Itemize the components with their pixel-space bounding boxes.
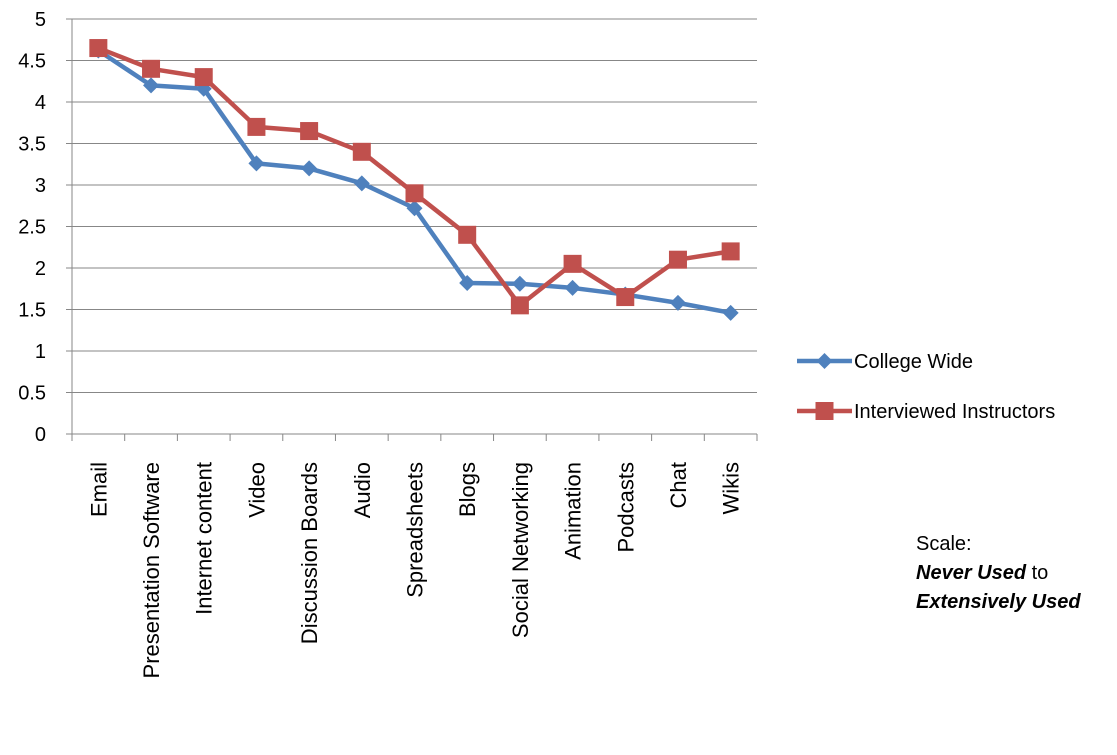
x-tick-label: Discussion Boards — [297, 462, 322, 644]
x-tick-label: Video — [244, 462, 269, 518]
data-point — [563, 254, 582, 273]
data-point — [353, 175, 370, 192]
legend-label: College Wide — [854, 351, 973, 373]
data-point — [405, 184, 424, 203]
legend-label: Interviewed Instructors — [854, 401, 1055, 423]
y-tick-label: 1 — [35, 341, 46, 363]
data-point — [248, 155, 265, 172]
data-point — [89, 39, 108, 58]
axes — [66, 18, 758, 441]
data-point — [721, 242, 740, 261]
data-point — [564, 279, 581, 296]
series-line — [97, 48, 732, 316]
data-point — [300, 122, 319, 141]
legend: College Wide Interviewed Instructors — [797, 351, 1055, 423]
x-tick-label: Podcasts — [613, 462, 638, 553]
y-tick-label: 4.5 — [18, 51, 46, 73]
scale-note: Scale: Never Used to Extensively Used — [916, 530, 1081, 617]
y-tick-label: 0 — [35, 424, 46, 446]
y-tick-label: 2 — [35, 258, 46, 280]
x-tick-label: Social Networking — [508, 462, 533, 638]
x-tick-label: Wikis — [719, 462, 744, 515]
data-point — [406, 200, 423, 217]
data-point — [247, 117, 266, 136]
y-tick-label: 1.5 — [18, 300, 46, 322]
data-point — [301, 160, 318, 177]
y-tick-label: 0.5 — [18, 383, 46, 405]
scale-note-extensive: Extensively Used — [916, 591, 1081, 613]
x-tick-label: Audio — [350, 462, 375, 518]
x-tick-label: Internet content — [192, 462, 217, 615]
x-tick-label: Animation — [561, 462, 586, 560]
x-tick-label: Presentation Software — [139, 462, 164, 678]
x-tick-label: Chat — [666, 462, 691, 508]
data-point — [668, 250, 687, 269]
series-1 — [90, 42, 739, 321]
y-tick-label: 2.5 — [18, 217, 46, 239]
data-point — [722, 304, 739, 321]
scale-note-title: Scale: — [916, 533, 972, 555]
legend-marker — [816, 353, 833, 369]
data-point — [616, 288, 635, 307]
data-point — [510, 296, 529, 315]
data-point — [194, 68, 213, 87]
x-tick-labels: Email Presentation Software Internet conte… — [86, 462, 743, 678]
y-tick-label: 4 — [35, 92, 46, 114]
data-point — [511, 275, 528, 292]
x-tick-label: Blogs — [455, 462, 480, 517]
data-point — [142, 59, 161, 78]
data-point — [143, 77, 160, 94]
data-point — [459, 274, 476, 291]
y-tick-labels: 0 0.5 1 1.5 2 2.5 3 3.5 4 4.5 5 — [18, 9, 46, 446]
x-tick-label: Email — [86, 462, 111, 517]
y-tick-label: 5 — [35, 9, 46, 31]
data-point — [458, 225, 477, 244]
data-point — [352, 142, 371, 161]
scale-note-never: Never Used — [916, 562, 1027, 584]
x-tick-label: Spreadsheets — [403, 462, 428, 598]
series-group — [89, 39, 740, 321]
scale-note-to: to — [1026, 562, 1049, 584]
y-tick-label: 3.5 — [18, 134, 46, 156]
legend-marker — [815, 402, 834, 420]
y-tick-label: 3 — [35, 175, 46, 197]
data-point — [669, 294, 686, 311]
series-2 — [89, 39, 740, 315]
